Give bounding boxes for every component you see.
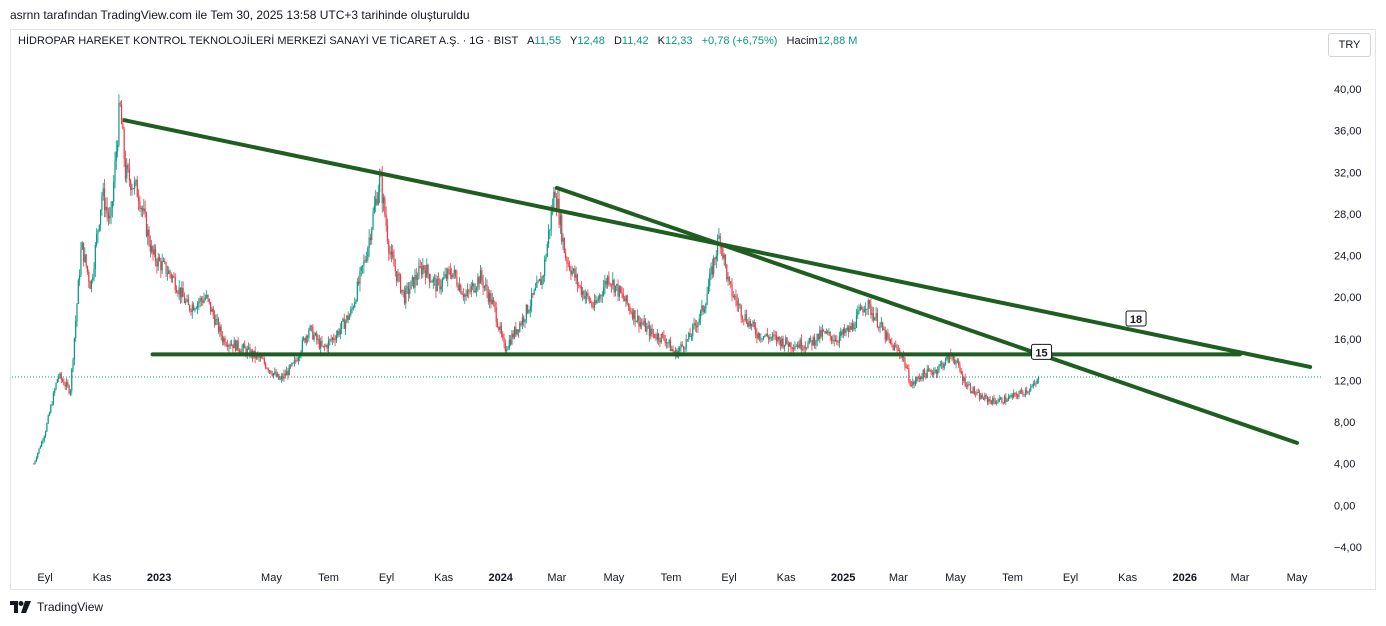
open-label: A bbox=[527, 35, 535, 47]
symbol-legend: HİDROPAR HAREKET KONTROL TEKNOLOJİLERİ M… bbox=[18, 35, 863, 47]
tradingview-logo-icon bbox=[10, 601, 31, 613]
chart-frame bbox=[10, 29, 1376, 590]
currency-button[interactable]: TRY bbox=[1328, 33, 1371, 57]
close-label: K bbox=[657, 35, 666, 47]
tradingview-brand: TradingView bbox=[37, 600, 104, 614]
close-value: 12,33 bbox=[665, 35, 693, 47]
low-value: 11,42 bbox=[621, 35, 649, 47]
open-value: 11,55 bbox=[534, 35, 562, 47]
change-value: +0,78 (+6,75%) bbox=[701, 35, 778, 47]
high-label: Y bbox=[570, 35, 578, 47]
tradingview-footer: TradingView bbox=[10, 600, 103, 614]
high-value: 12,48 bbox=[577, 35, 605, 47]
volume-label: Hacim bbox=[786, 35, 818, 47]
volume-value: 12,88 M bbox=[817, 35, 858, 47]
low-label: D bbox=[613, 35, 622, 47]
attribution-text: asrnn tarafından TradingView.com ile Tem… bbox=[10, 8, 470, 22]
symbol-name: HİDROPAR HAREKET KONTROL TEKNOLOJİLERİ M… bbox=[18, 35, 519, 47]
